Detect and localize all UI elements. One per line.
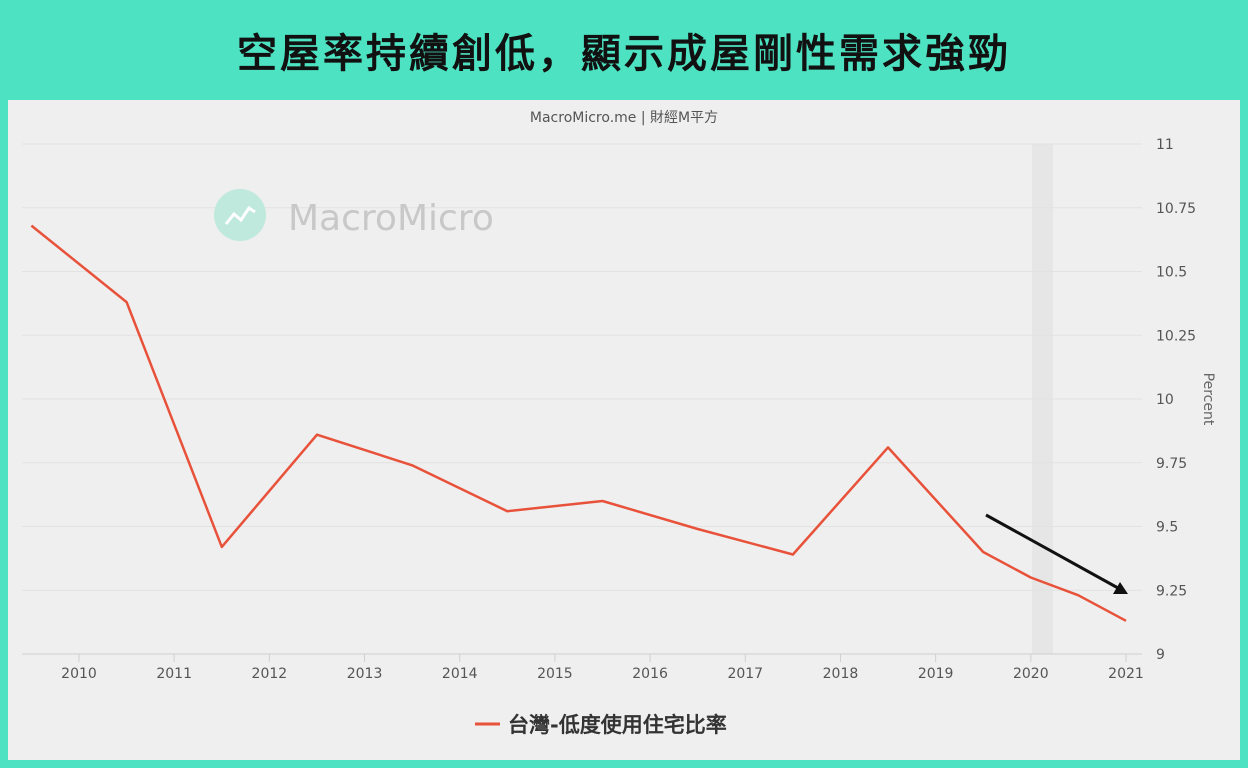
watermark-logo-icon	[214, 189, 266, 241]
y-axis-label: Percent	[1200, 373, 1216, 426]
trend-arrow-head	[1113, 582, 1128, 594]
series-line	[30, 224, 1127, 622]
y-tick-label: 11	[1156, 137, 1174, 153]
legend: 台灣-低度使用住宅比率	[475, 713, 727, 737]
trend-arrow-annotation	[985, 513, 1128, 594]
x-tick-label: 2018	[823, 666, 859, 682]
y-tick-label: 10.25	[1156, 328, 1196, 344]
legend-label: 台灣-低度使用住宅比率	[508, 713, 727, 737]
y-tick-label: 9.75	[1156, 456, 1187, 472]
y-tick-label: 9.5	[1156, 520, 1178, 536]
y-tick-label: 10	[1156, 392, 1174, 408]
x-tick-label: 2016	[632, 666, 668, 682]
x-tick-label: 2021	[1108, 666, 1144, 682]
chart-source: MacroMicro.me | 財經M平方	[530, 110, 718, 126]
y-tick-label: 10.5	[1156, 265, 1187, 281]
line-chart: MacroMicro.me | 財經M平方 MacroMicro 9 9.25 9.…	[22, 110, 1216, 737]
watermark: MacroMicro	[214, 189, 494, 241]
chart-title: 空屋率持續創低，顯示成屋剛性需求強勁	[237, 31, 1011, 77]
grid-lines	[22, 143, 1142, 591]
x-tick-label: 2013	[347, 666, 383, 682]
trend-arrow-shaft	[985, 513, 1119, 590]
x-tick-label: 2017	[727, 666, 763, 682]
y-tick-label: 9.25	[1156, 583, 1187, 599]
x-tick-label: 2015	[537, 666, 573, 682]
y-tick-label: 10.75	[1156, 201, 1196, 217]
x-tick-label: 2012	[252, 666, 288, 682]
y-tick-label: 9	[1156, 647, 1165, 663]
x-tick-label: 2011	[156, 666, 192, 682]
chart-panel: MacroMicro.me | 財經M平方 MacroMicro 9 9.25 9.…	[8, 100, 1240, 760]
watermark-text: MacroMicro	[288, 198, 494, 239]
x-tick-label: 2014	[442, 666, 478, 682]
x-tick-label: 2019	[918, 666, 954, 682]
title-bar: 空屋率持續創低，顯示成屋剛性需求強勁	[0, 0, 1248, 100]
x-tick-label: 2010	[61, 666, 97, 682]
x-tick-label: 2020	[1013, 666, 1049, 682]
x-axis-ticks: 2010 2011 2012 2013 2014 2015 2016 2017 2018 2019…	[61, 654, 1144, 682]
watermark-logo-line	[224, 205, 256, 225]
y-axis-ticks: 9 9.25 9.5 9.75 10 10.25 10.5 10.75 11	[1156, 137, 1196, 663]
